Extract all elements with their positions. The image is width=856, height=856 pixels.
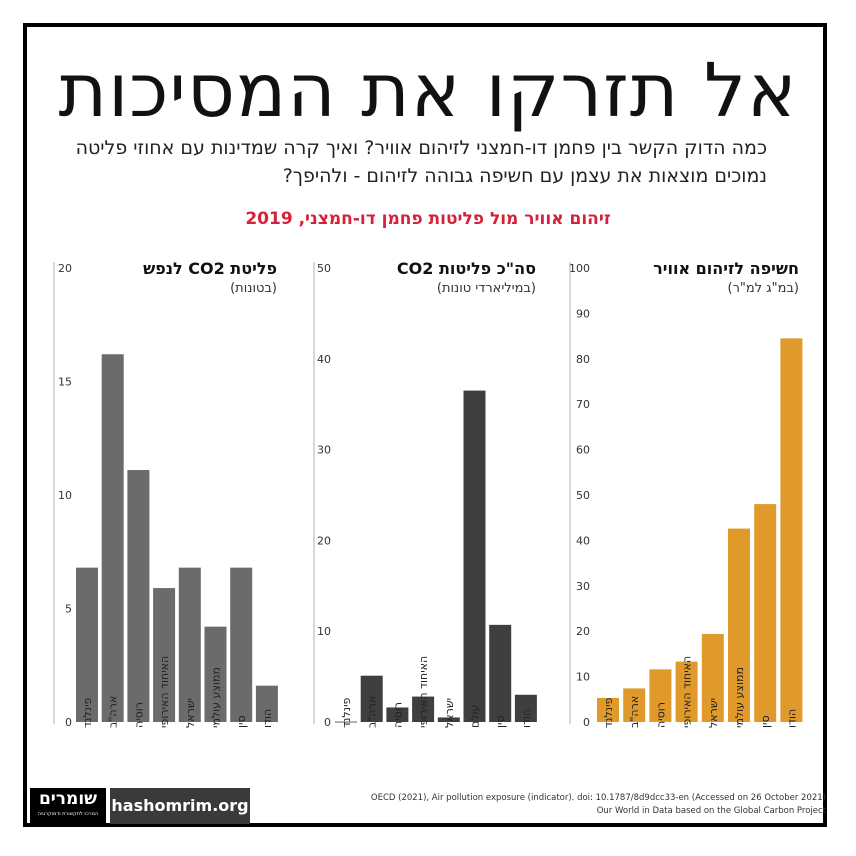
bar <box>514 694 537 722</box>
category-label: עולם <box>469 705 482 728</box>
category-label: הודו <box>261 709 274 728</box>
bar <box>76 567 98 722</box>
y-tick-label: 90 <box>576 307 590 320</box>
bar <box>412 696 435 722</box>
shomrim-logo: שומרים המרכז לתקשורת ודמוקרטיה <box>30 788 106 824</box>
y-tick-label: 15 <box>58 376 72 389</box>
category-label: האיחוד האירופי <box>417 656 430 728</box>
bar <box>675 661 698 722</box>
panel-title-pollution-unit: (במ"ג למ"ר) <box>727 281 800 296</box>
category-label: הודו <box>785 709 798 728</box>
category-label: הודו <box>520 709 533 728</box>
y-tick-label: 80 <box>576 353 590 366</box>
y-tick-label: 30 <box>317 444 331 457</box>
bar <box>230 567 253 722</box>
category-label: האיחוד האירופי <box>158 656 171 728</box>
category-label: ארה"ב <box>628 696 641 728</box>
category-label: רוסיה <box>654 702 667 728</box>
bar <box>623 688 646 722</box>
y-tick-label: 0 <box>65 716 72 729</box>
category-label: רוסיה <box>132 702 145 728</box>
source-credit: OECD (2021), Air pollution exposure (ind… <box>371 792 826 818</box>
y-tick-label: 50 <box>317 262 331 275</box>
logo-word: שומרים <box>38 789 98 809</box>
y-tick-label: 30 <box>576 580 590 593</box>
y-tick-label: 0 <box>324 716 331 729</box>
logo-tagline: המרכז לתקשורת ודמוקרטיה <box>37 811 99 817</box>
category-label: סין <box>235 715 248 728</box>
category-label: ממוצע עולמי <box>733 667 746 728</box>
site-url: hashomrim.org <box>110 788 250 824</box>
panel-title-total-unit: (במיליארדי טונות) <box>436 281 536 296</box>
bar <box>335 721 357 723</box>
bar <box>153 588 176 722</box>
category-label: פינלנד <box>340 697 353 728</box>
y-tick-label: 0 <box>583 716 590 729</box>
panel-title-total-main: סה"כ פליטות CO2 <box>396 259 536 278</box>
bar <box>101 354 124 722</box>
bar <box>489 624 512 722</box>
category-label: ישראל <box>443 698 456 728</box>
panel-title-pollution-main: חשיפה לזיהום אוויר <box>653 259 799 278</box>
y-tick-label: 20 <box>317 534 331 547</box>
bar <box>255 685 278 722</box>
bar <box>649 669 672 722</box>
panel-title-per-capita-unit: (בטונות) <box>230 281 277 296</box>
bar <box>463 390 486 722</box>
y-tick-label: 20 <box>576 625 590 638</box>
category-label: פינלנד <box>602 697 615 728</box>
source-line-owid: Our World in Data based on the Global Ca… <box>596 806 826 816</box>
bar <box>728 528 750 722</box>
category-label: סין <box>494 715 507 728</box>
bar <box>754 504 777 722</box>
y-tick-label: 40 <box>576 534 590 547</box>
chart-heading: זיהום אוויר מול פליטות פחמן דו-חמצני, 20… <box>245 209 611 229</box>
category-label: ארה"ב <box>107 696 120 728</box>
panel-title-per-capita: פליטת CO2 לנפש (בטונות) <box>60 258 277 298</box>
page-title: אל תזרקו את המסיכות <box>58 48 798 134</box>
y-tick-label: 70 <box>576 398 590 411</box>
category-label: ישראל <box>707 698 720 728</box>
category-label: סין <box>759 715 772 728</box>
y-tick-label: 5 <box>65 603 72 616</box>
bar <box>780 338 803 722</box>
page-subtitle: כמה הדוק הקשר בין פחמן דו-חמצני לזיהום א… <box>75 137 767 187</box>
panel-title-total: סה"כ פליטות CO2 (במיליארדי טונות) <box>320 258 536 298</box>
category-label: ממוצע עולמי <box>210 667 223 728</box>
bar <box>597 697 619 722</box>
panel-title-per-capita-main: פליטת CO2 לנפש <box>143 259 277 278</box>
bar <box>701 633 724 722</box>
bar <box>178 567 201 722</box>
category-label: ישראל <box>184 698 197 728</box>
category-label: האיחוד האירופי <box>681 656 694 728</box>
y-tick-label: 20 <box>58 262 72 275</box>
y-tick-label: 50 <box>576 489 590 502</box>
y-tick-label: 10 <box>317 625 331 638</box>
category-label: ארה"ב <box>366 696 379 728</box>
source-line-oecd: OECD (2021), Air pollution exposure (ind… <box>370 793 826 803</box>
y-tick-label: 40 <box>317 353 331 366</box>
bar <box>204 626 227 722</box>
y-tick-label: 60 <box>576 444 590 457</box>
y-tick-label: 100 <box>569 262 590 275</box>
y-tick-label: 10 <box>58 489 72 502</box>
bar <box>437 717 460 722</box>
y-tick-label: 10 <box>576 671 590 684</box>
category-label: פינלנד <box>81 697 94 728</box>
bar <box>127 470 150 722</box>
bar <box>386 707 409 722</box>
category-label: רוסיה <box>391 702 404 728</box>
bar <box>360 675 383 722</box>
panel-title-pollution: חשיפה לזיהום אוויר (במ"ג למ"ר) <box>580 258 799 298</box>
